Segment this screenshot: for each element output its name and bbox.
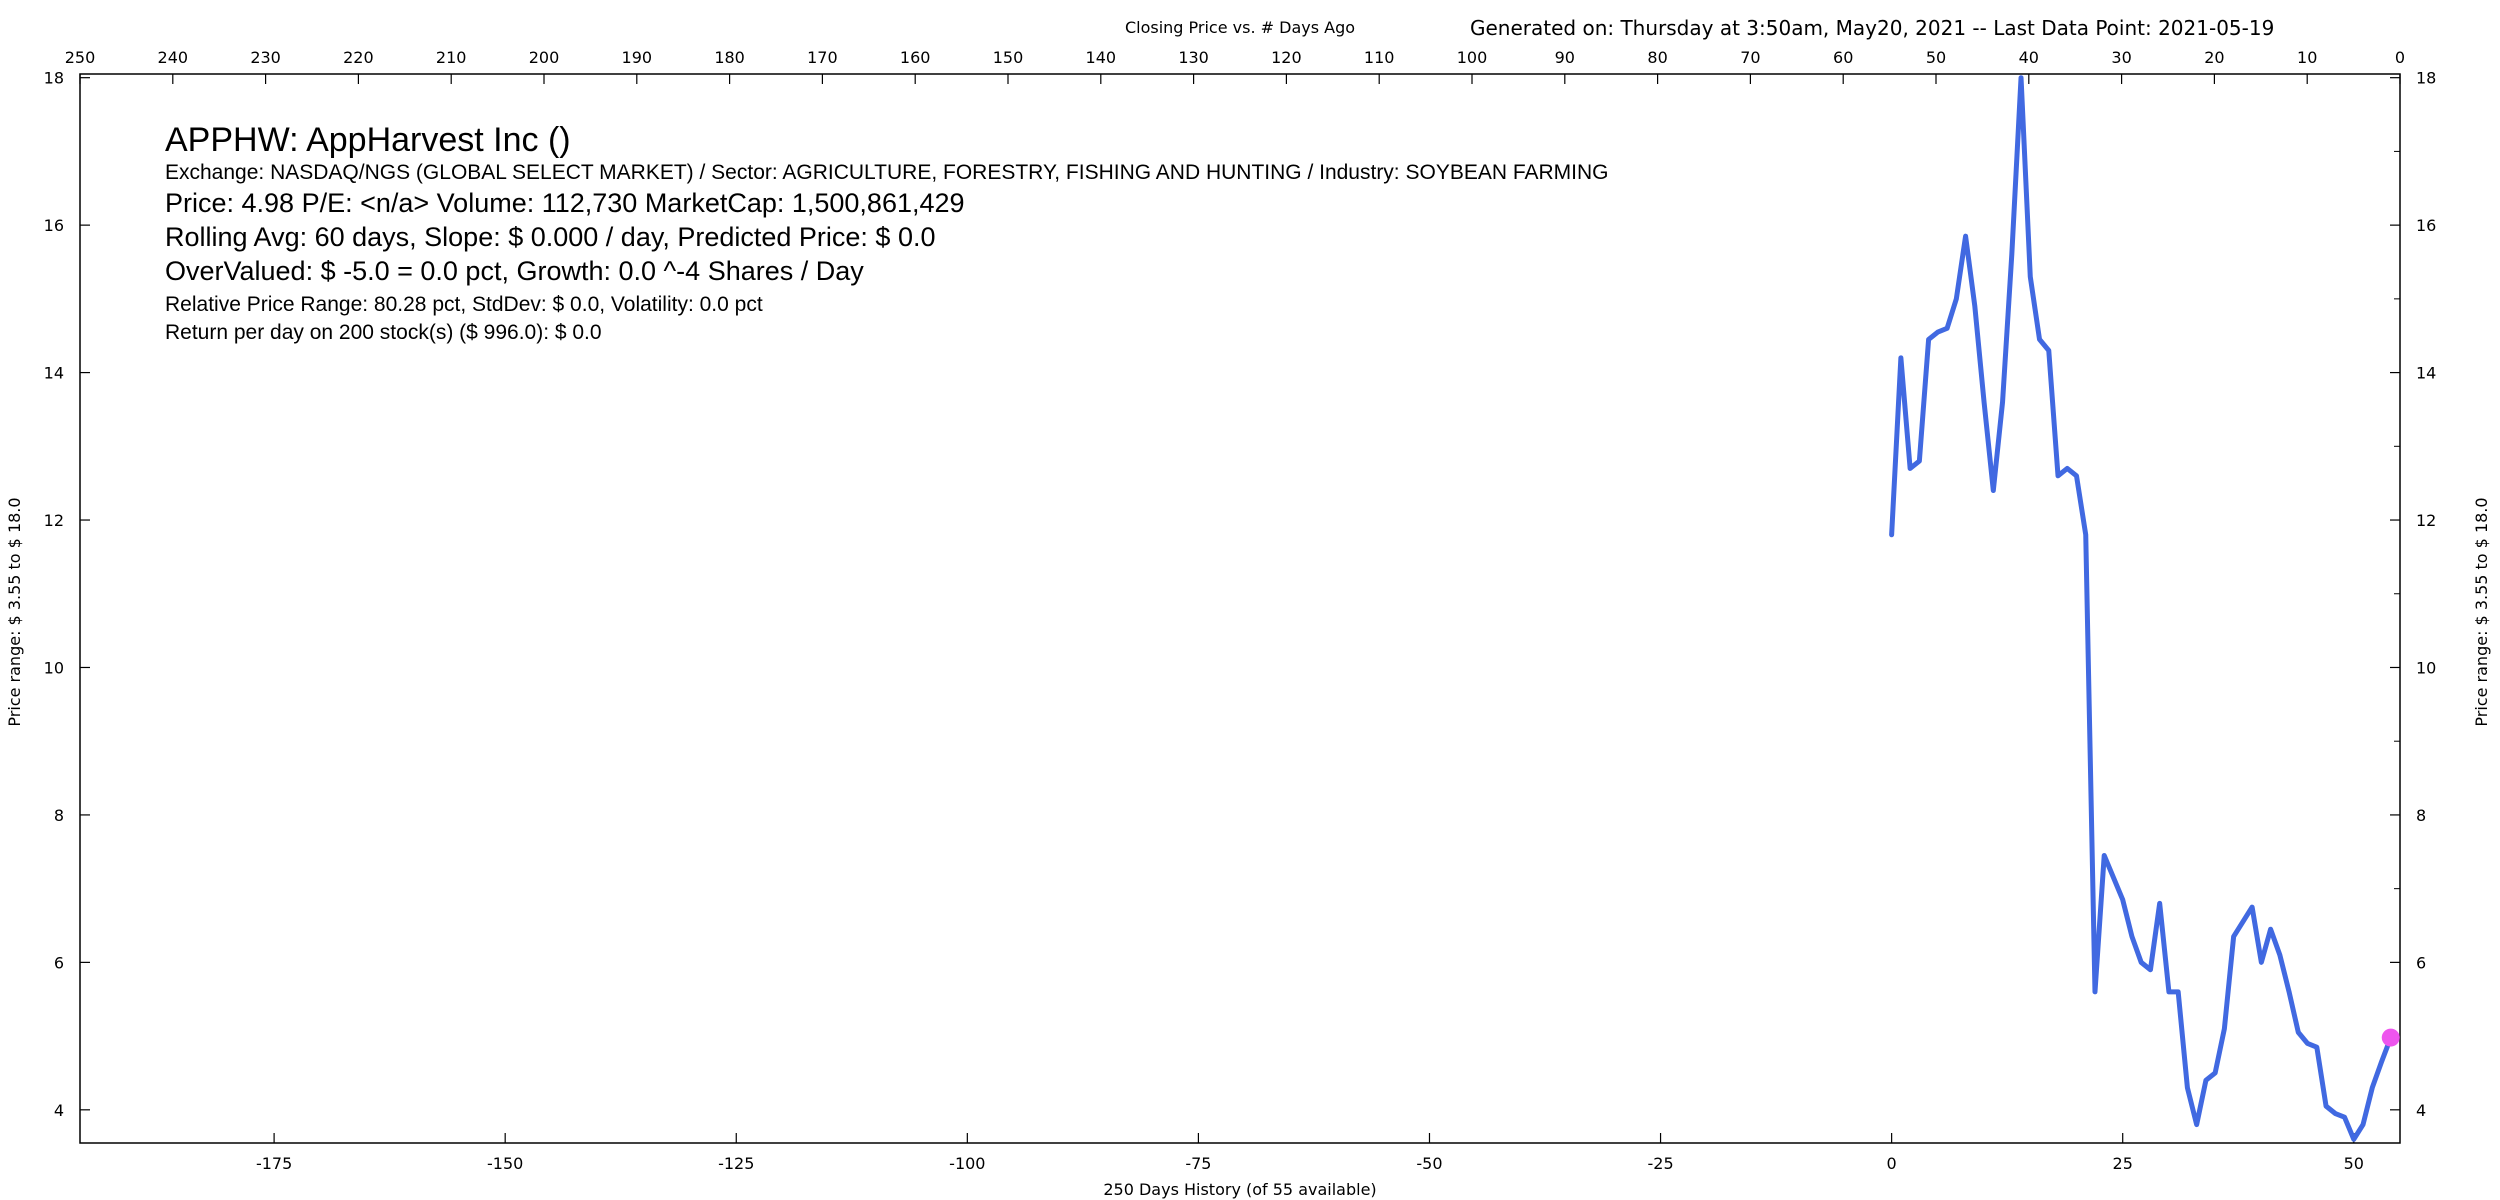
range-info: Relative Price Range: 80.28 pct, StdDev:… bbox=[165, 293, 763, 316]
x-tick-label: -25 bbox=[1647, 1154, 1673, 1173]
y-axis-right-label: Price range: $ 3.55 to $ 18.0 bbox=[2472, 497, 2491, 726]
plot-frame bbox=[79, 73, 2401, 1144]
top-tick-label: 30 bbox=[2111, 48, 2131, 67]
top-tick-label: 80 bbox=[1647, 48, 1667, 67]
y-tick-label: 6 bbox=[54, 953, 64, 972]
top-tick-label: 130 bbox=[1178, 48, 1209, 67]
price-line bbox=[1889, 75, 2394, 1142]
y-right-tick-label: 12 bbox=[2416, 511, 2436, 530]
x-axis-label: 250 Days History (of 55 available) bbox=[1103, 1180, 1376, 1199]
y-right-tick-label: 6 bbox=[2416, 953, 2426, 972]
y-tick-label: 14 bbox=[44, 364, 64, 383]
top-tick-label: 50 bbox=[1926, 48, 1946, 67]
top-tick-label: 170 bbox=[807, 48, 838, 67]
x-tick-label: -100 bbox=[949, 1154, 985, 1173]
top-tick-label: 90 bbox=[1555, 48, 1575, 67]
generated-info: Generated on: Thursday at 3:50am, May20,… bbox=[1470, 16, 2274, 40]
y-right-tick-label: 18 bbox=[2416, 69, 2436, 88]
y-right-tick-label: 4 bbox=[2416, 1101, 2426, 1120]
y-tick-label: 10 bbox=[44, 658, 64, 677]
x-tick-label: -50 bbox=[1416, 1154, 1442, 1173]
stock-title: APPHW: AppHarvest Inc () bbox=[165, 121, 571, 159]
x-tick-label: 50 bbox=[2344, 1154, 2364, 1173]
y-tick-label: 8 bbox=[54, 806, 64, 825]
y-axis-left-label: Price range: $ 3.55 to $ 18.0 bbox=[5, 497, 24, 726]
top-tick-label: 230 bbox=[250, 48, 281, 67]
top-tick-label: 180 bbox=[714, 48, 745, 67]
exchange-info: Exchange: NASDAQ/NGS (GLOBAL SELECT MARK… bbox=[165, 161, 1609, 184]
x-tick-label: -175 bbox=[256, 1154, 292, 1173]
top-tick-label: 240 bbox=[158, 48, 189, 67]
top-tick-label: 140 bbox=[1086, 48, 1117, 67]
y-tick-label: 18 bbox=[44, 69, 64, 88]
top-tick-label: 20 bbox=[2204, 48, 2224, 67]
x-tick-label: 0 bbox=[1887, 1154, 1897, 1173]
y-axis-right-ticks: 4 6 8 10 12 14 16 18 bbox=[2390, 69, 2436, 1120]
top-axis-ticks: 250 240 230 220 210 200 190 180 170 160 150 140 130 1… bbox=[65, 48, 2405, 84]
y-tick-label: 16 bbox=[44, 216, 64, 235]
top-tick-label: 250 bbox=[65, 48, 96, 67]
top-tick-label: 70 bbox=[1740, 48, 1760, 67]
x-axis-ticks: -175 -150 -125 -100 -75 -50 -25 0 25 50 bbox=[256, 1133, 2364, 1173]
y-right-tick-label: 10 bbox=[2416, 658, 2436, 677]
y-right-tick-label: 16 bbox=[2416, 216, 2436, 235]
y-tick-label: 12 bbox=[44, 511, 64, 530]
overvalued-info: OverValued: $ -5.0 = 0.0 pct, Growth: 0.… bbox=[165, 256, 864, 286]
x-tick-label: -75 bbox=[1185, 1154, 1211, 1173]
top-tick-label: 10 bbox=[2297, 48, 2317, 67]
top-tick-label: 190 bbox=[622, 48, 653, 67]
top-tick-label: 110 bbox=[1364, 48, 1395, 67]
top-tick-label: 160 bbox=[900, 48, 931, 67]
top-tick-label: 150 bbox=[993, 48, 1024, 67]
top-tick-label: 60 bbox=[1833, 48, 1853, 67]
price-info: Price: 4.98 P/E: <n/a> Volume: 112,730 M… bbox=[165, 188, 965, 218]
y-axis-left-ticks: 4 6 8 10 12 14 16 18 bbox=[44, 69, 90, 1120]
top-tick-label: 120 bbox=[1271, 48, 1302, 67]
y-right-tick-label: 14 bbox=[2416, 364, 2436, 383]
last-price-marker bbox=[2381, 1028, 2400, 1047]
chart-subtitle: Closing Price vs. # Days Ago bbox=[1125, 18, 1355, 37]
top-tick-label: 200 bbox=[529, 48, 560, 67]
rolling-info: Rolling Avg: 60 days, Slope: $ 0.000 / d… bbox=[165, 222, 935, 252]
top-tick-label: 220 bbox=[343, 48, 374, 67]
return-info: Return per day on 200 stock(s) ($ 996.0)… bbox=[165, 321, 602, 344]
series-layer bbox=[1889, 75, 2400, 1142]
x-tick-label: 25 bbox=[2113, 1154, 2133, 1173]
y-tick-label: 4 bbox=[54, 1101, 64, 1120]
top-tick-label: 0 bbox=[2395, 48, 2405, 67]
top-tick-label: 100 bbox=[1457, 48, 1488, 67]
top-tick-label: 210 bbox=[436, 48, 467, 67]
x-tick-label: -150 bbox=[487, 1154, 523, 1173]
x-tick-label: -125 bbox=[718, 1154, 754, 1173]
y-right-tick-label: 8 bbox=[2416, 806, 2426, 825]
top-tick-label: 40 bbox=[2019, 48, 2039, 67]
stock-info-block: APPHW: AppHarvest Inc () Exchange: NASDA… bbox=[165, 121, 1609, 344]
